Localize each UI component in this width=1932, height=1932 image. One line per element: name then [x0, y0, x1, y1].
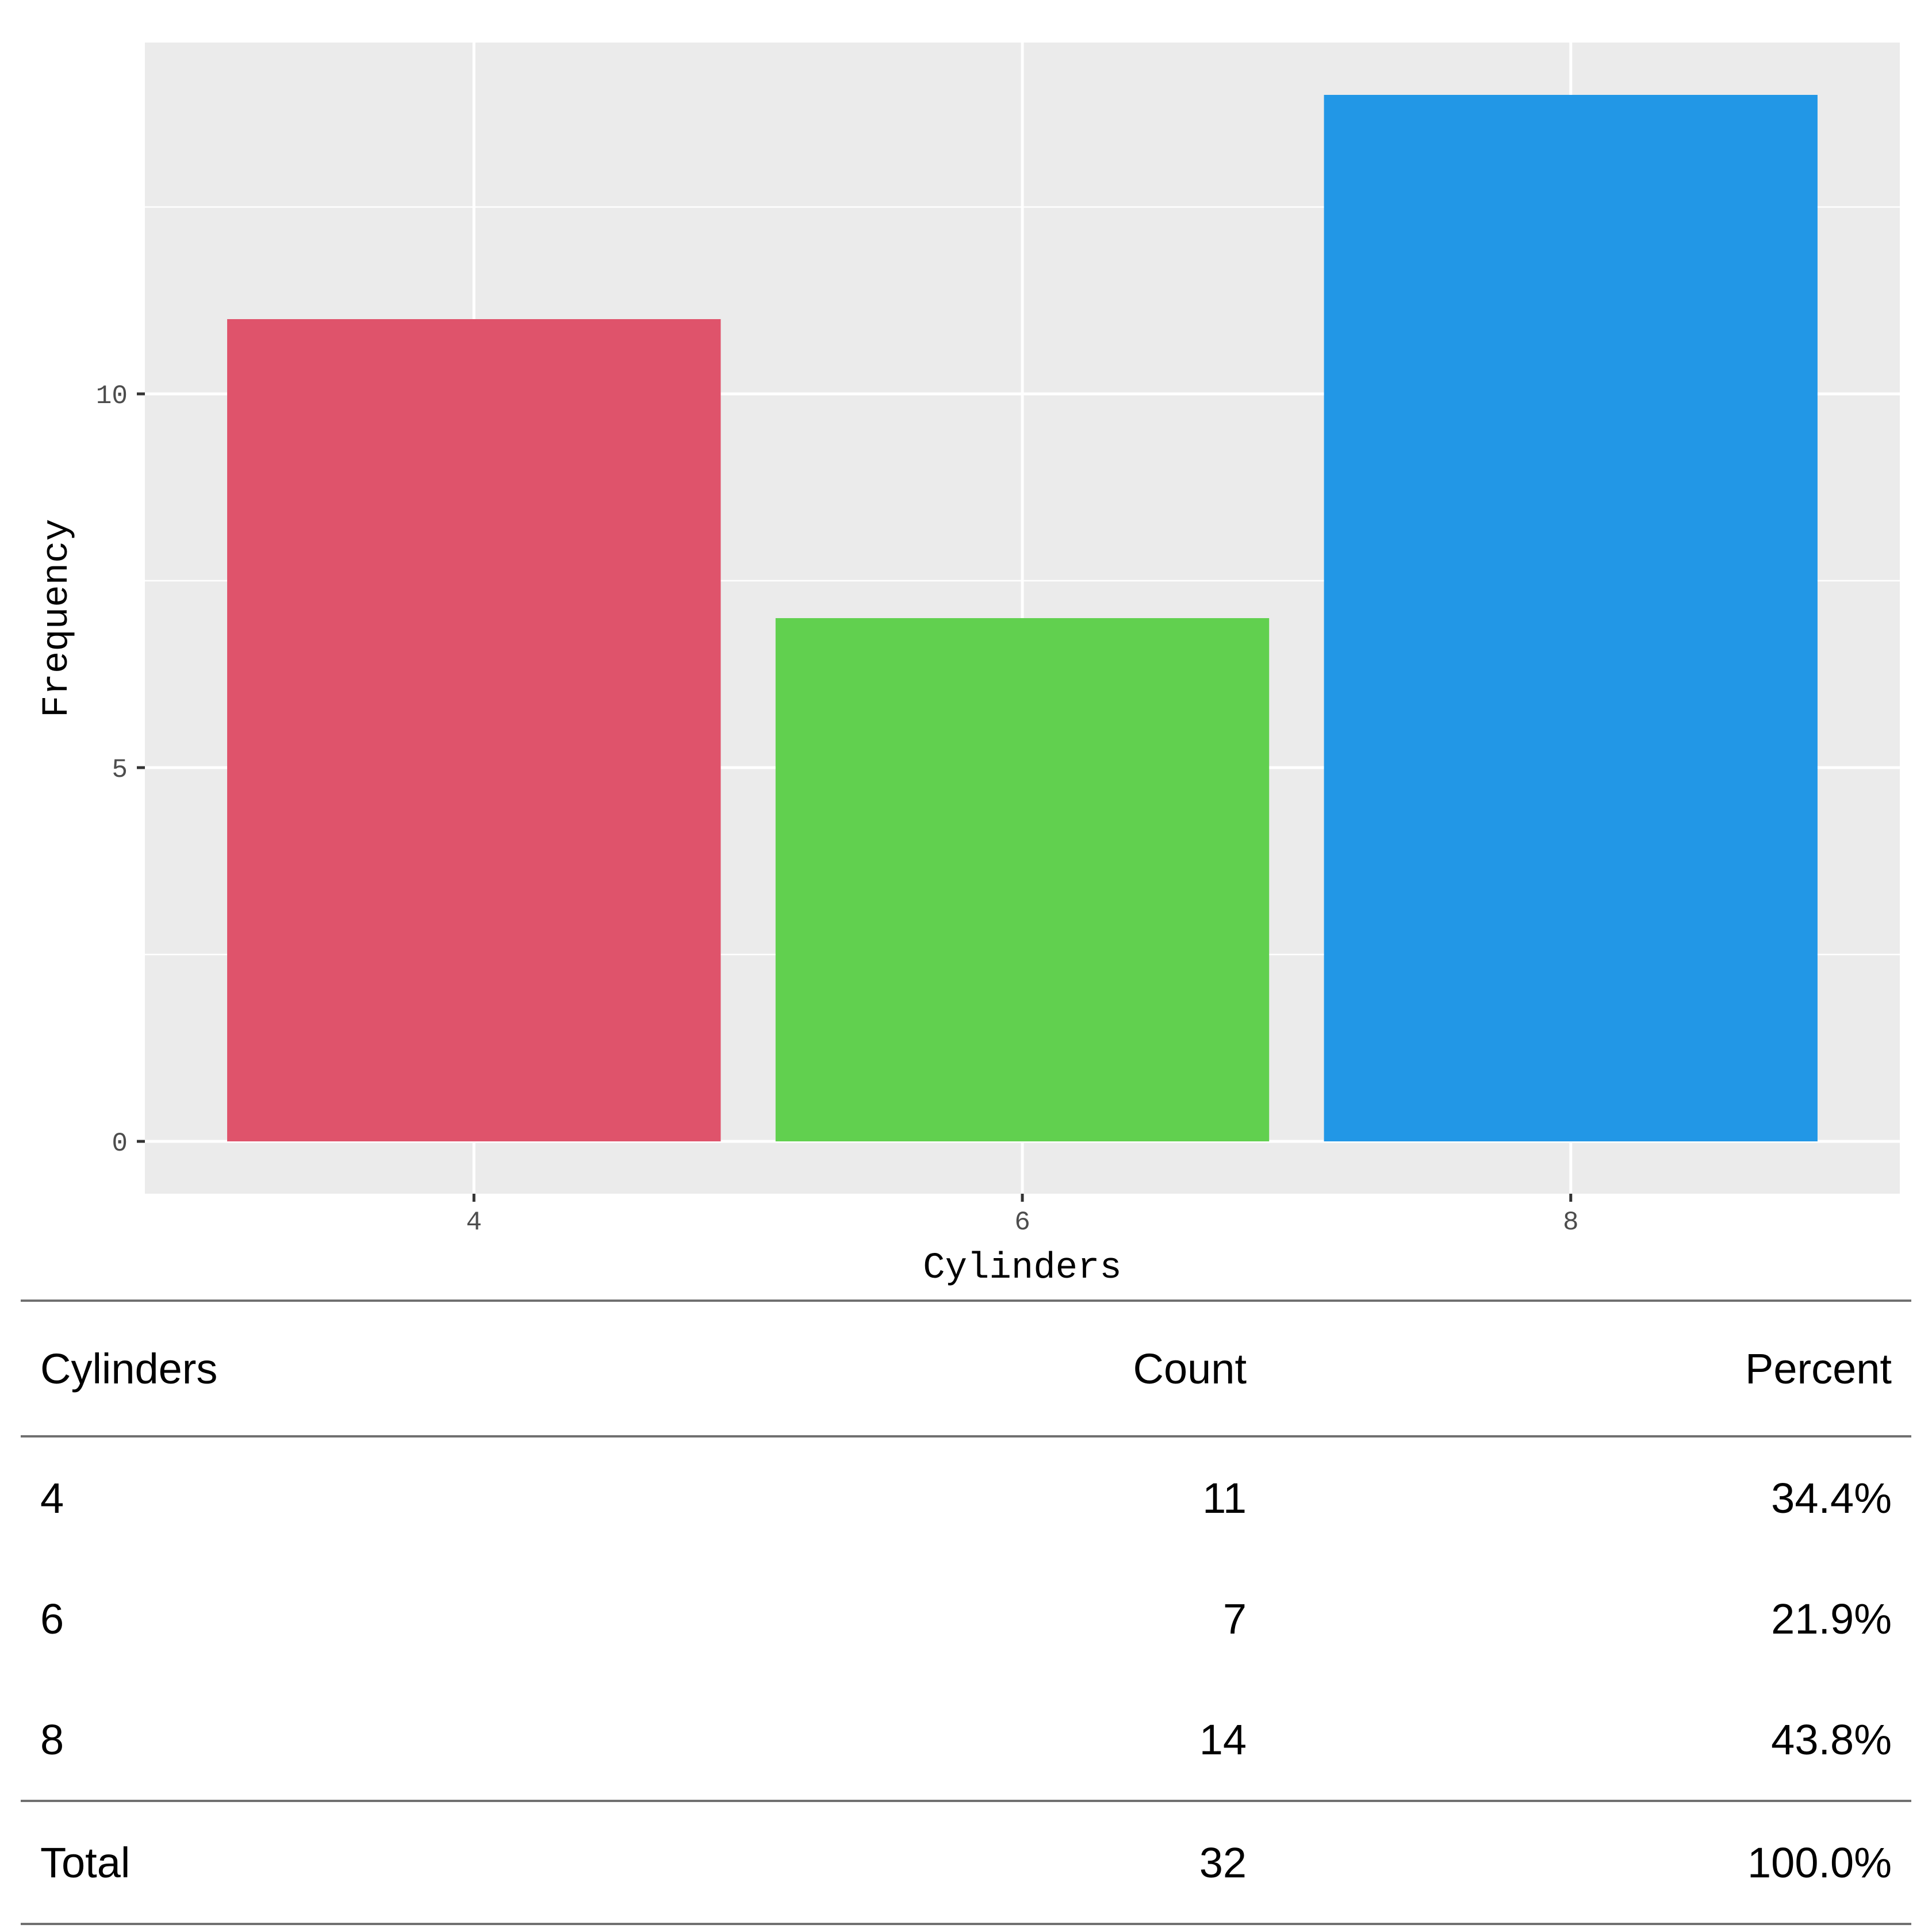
total-percent: 100.0%	[1747, 1838, 1892, 1887]
x-axis-title: Cylinders	[923, 1248, 1122, 1289]
bar-chart: 0 5 10 4 6 8 Frequency Cylinders	[37, 43, 1900, 1289]
total-label: Total	[40, 1838, 131, 1887]
header-count: Count	[1133, 1344, 1247, 1393]
row-cylinders: 6	[40, 1594, 64, 1643]
row-count: 11	[1202, 1474, 1247, 1522]
bar-cyl-4	[227, 319, 721, 1141]
row-percent: 43.8%	[1771, 1715, 1892, 1764]
bars	[227, 95, 1818, 1141]
bar-cyl-6	[775, 618, 1270, 1141]
y-tick-label: 10	[96, 381, 128, 411]
y-tick-label: 5	[112, 755, 128, 785]
total-count-wrap: 32	[1199, 1838, 1248, 1887]
x-tick-label: 8	[1563, 1208, 1579, 1237]
table-total-row: Total 32 100.0%	[21, 1802, 1911, 1923]
header-percent: Percent	[1745, 1344, 1892, 1393]
x-tick-label: 6	[1014, 1208, 1030, 1237]
frequency-table: Cylinders Count Percent 4 11 34.4% 6 7 2…	[21, 1300, 1911, 1925]
header-bottom-rule	[21, 1435, 1911, 1438]
table-row: 4 11 34.4%	[21, 1438, 1911, 1558]
row-count-wrap: 14	[1199, 1715, 1248, 1764]
y-axis: 0 5 10	[96, 381, 145, 1159]
table-row: 6 7 21.9%	[21, 1558, 1911, 1679]
row-percent: 34.4%	[1771, 1474, 1892, 1522]
table-row: 8 14 43.8%	[21, 1679, 1911, 1800]
header-cylinders: Cylinders	[40, 1344, 218, 1393]
total-top-rule	[21, 1800, 1911, 1802]
row-count-wrap: 7	[1222, 1594, 1248, 1643]
row-count: 7	[1222, 1594, 1247, 1643]
total-count: 32	[1199, 1838, 1247, 1887]
row-count-wrap: 11	[1202, 1474, 1248, 1523]
row-percent: 21.9%	[1771, 1594, 1892, 1643]
y-axis-title: Frequency	[37, 519, 78, 718]
table-header-row: Cylinders Count Percent	[21, 1302, 1911, 1435]
row-cylinders: 4	[40, 1474, 64, 1522]
x-tick-label: 4	[466, 1208, 482, 1237]
x-axis: 4 6 8	[466, 1194, 1579, 1237]
y-tick-label: 0	[112, 1129, 128, 1159]
row-count: 14	[1199, 1715, 1247, 1764]
bar-cyl-8	[1324, 95, 1818, 1141]
row-cylinders: 8	[40, 1715, 64, 1764]
table-top-rule	[21, 1300, 1911, 1302]
table-bottom-rule	[21, 1923, 1911, 1925]
header-count-wrap: Count	[1133, 1344, 1248, 1393]
